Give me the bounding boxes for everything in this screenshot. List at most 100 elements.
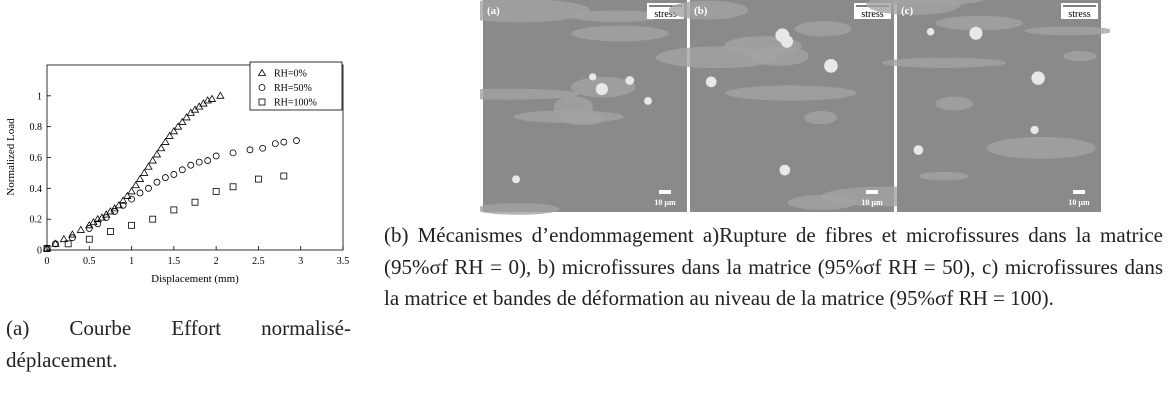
point [170, 171, 178, 178]
x-tick-label: 3 [298, 256, 303, 267]
fiber [1063, 50, 1097, 62]
debris [969, 26, 983, 40]
scale-bar [1073, 190, 1085, 194]
point [144, 162, 153, 170]
point [43, 245, 51, 252]
x-axis-label: Displacement (mm) [151, 273, 239, 285]
point [178, 117, 187, 125]
point [280, 138, 288, 146]
x-tick-label: 3.5 [337, 256, 350, 267]
debris [644, 97, 652, 105]
point [259, 144, 267, 152]
fiber [668, 0, 749, 20]
debris [589, 73, 597, 81]
y-tick-label: 0.8 [30, 122, 43, 133]
point [145, 184, 152, 192]
point [169, 126, 179, 135]
point [118, 196, 128, 204]
debris [926, 28, 935, 36]
debris [780, 35, 794, 48]
point [107, 228, 114, 235]
point [255, 175, 262, 183]
x-tick-label: 0 [45, 256, 50, 267]
point [136, 189, 144, 197]
point [161, 174, 169, 181]
point [64, 240, 72, 248]
panel-label: (b) [694, 5, 708, 17]
point [127, 187, 136, 195]
debris [512, 175, 521, 184]
point [195, 158, 203, 166]
x-tick-label: 2.5 [252, 256, 265, 267]
point [85, 235, 93, 243]
debris [1030, 125, 1039, 135]
point [68, 234, 76, 242]
x-tick-label: 1.5 [168, 256, 181, 267]
chart: Displacement (mm) Normalized Load 0 0.5 1 1… [5, 61, 350, 285]
micrographs: (a) stress 10 µm (b) stress 10 µm (c) stress 10 … [480, 0, 1110, 215]
fiber [480, 0, 591, 23]
point [178, 166, 186, 174]
point [156, 143, 166, 152]
point [135, 174, 145, 182]
x-tick-label: 0.5 [83, 256, 96, 267]
point [161, 137, 170, 145]
y-tick-label: 1 [37, 91, 42, 102]
scale-label: 10 µm [1068, 198, 1090, 207]
y-tick-label: 0.4 [30, 184, 43, 195]
fiber [935, 96, 973, 111]
fiber [480, 203, 560, 215]
point [128, 195, 135, 203]
panel-label: (c) [901, 5, 914, 17]
point [293, 137, 300, 144]
fiber [480, 88, 580, 100]
point [170, 206, 178, 214]
debris [625, 76, 635, 85]
fiber [794, 21, 852, 37]
fiber [935, 15, 1023, 31]
debris [1031, 71, 1045, 85]
point [68, 230, 77, 238]
point [212, 152, 220, 160]
point [94, 220, 102, 228]
point [51, 239, 60, 247]
debris [824, 59, 838, 73]
stress-label: stress [1068, 9, 1090, 20]
scale-label: 10 µm [654, 198, 676, 207]
y-tick-label: 0.2 [30, 215, 43, 226]
fiber [1024, 26, 1110, 36]
debris [779, 164, 791, 176]
fiber [572, 10, 663, 23]
point [207, 94, 217, 102]
fiber [725, 85, 857, 101]
point [114, 200, 124, 209]
x-tick-label: 1 [129, 256, 134, 267]
point [102, 214, 110, 222]
point [76, 225, 86, 233]
legend-marker [258, 84, 266, 91]
point [173, 122, 183, 130]
point [212, 188, 220, 195]
legend-label: RH=0% [274, 69, 307, 80]
stress-label: stress [654, 9, 676, 20]
point [280, 172, 288, 180]
point [191, 198, 199, 206]
point [128, 221, 135, 229]
point [149, 215, 157, 223]
legend-marker [258, 98, 266, 106]
point [152, 150, 162, 158]
point [52, 240, 59, 248]
y-tick-label: 0 [37, 246, 42, 257]
fiber [881, 57, 1007, 68]
point [229, 149, 237, 157]
point [216, 91, 225, 99]
y-tick-label: 0.6 [30, 153, 43, 164]
scale-bar [866, 190, 878, 194]
legend-marker [257, 68, 267, 76]
caption-left: (a) Courbe Effort normalisé-déplacement. [6, 316, 351, 372]
legend-label: RH=50% [274, 83, 312, 94]
point [42, 244, 52, 252]
fiber [513, 110, 624, 123]
legend-label: RH=100% [274, 98, 317, 109]
stress-box [1061, 3, 1098, 19]
